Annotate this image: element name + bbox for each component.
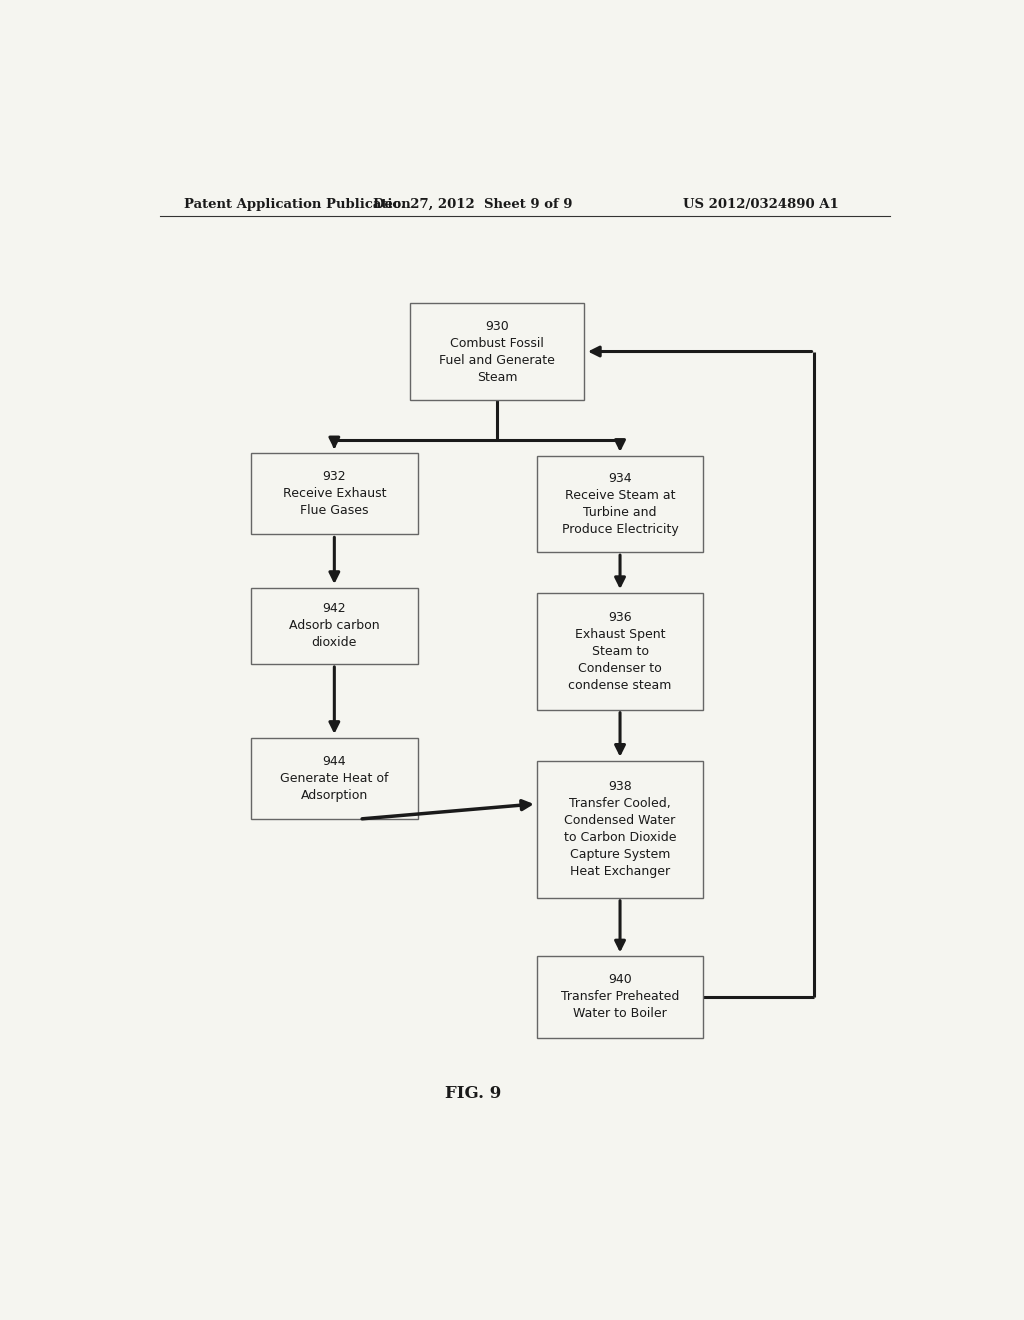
Text: 930
Combust Fossil
Fuel and Generate
Steam: 930 Combust Fossil Fuel and Generate Ste…: [439, 319, 555, 384]
Text: 938
Transfer Cooled,
Condensed Water
to Carbon Dioxide
Capture System
Heat Excha: 938 Transfer Cooled, Condensed Water to …: [564, 780, 676, 878]
Text: 932
Receive Exhaust
Flue Gases: 932 Receive Exhaust Flue Gases: [283, 470, 386, 517]
Text: Dec. 27, 2012  Sheet 9 of 9: Dec. 27, 2012 Sheet 9 of 9: [374, 198, 573, 211]
Text: FIG. 9: FIG. 9: [445, 1085, 502, 1102]
Text: 934
Receive Steam at
Turbine and
Produce Electricity: 934 Receive Steam at Turbine and Produce…: [561, 473, 679, 536]
Text: 942
Adsorb carbon
dioxide: 942 Adsorb carbon dioxide: [289, 602, 380, 649]
Text: US 2012/0324890 A1: US 2012/0324890 A1: [683, 198, 839, 211]
FancyBboxPatch shape: [537, 593, 703, 710]
Text: 944
Generate Heat of
Adsorption: 944 Generate Heat of Adsorption: [281, 755, 388, 803]
FancyBboxPatch shape: [251, 738, 418, 818]
Text: Patent Application Publication: Patent Application Publication: [183, 198, 411, 211]
FancyBboxPatch shape: [537, 956, 703, 1038]
Text: 940
Transfer Preheated
Water to Boiler: 940 Transfer Preheated Water to Boiler: [561, 973, 679, 1020]
FancyBboxPatch shape: [251, 587, 418, 664]
FancyBboxPatch shape: [410, 304, 585, 400]
FancyBboxPatch shape: [537, 455, 703, 552]
FancyBboxPatch shape: [251, 453, 418, 535]
Text: 936
Exhaust Spent
Steam to
Condenser to
condense steam: 936 Exhaust Spent Steam to Condenser to …: [568, 611, 672, 692]
FancyBboxPatch shape: [537, 760, 703, 898]
